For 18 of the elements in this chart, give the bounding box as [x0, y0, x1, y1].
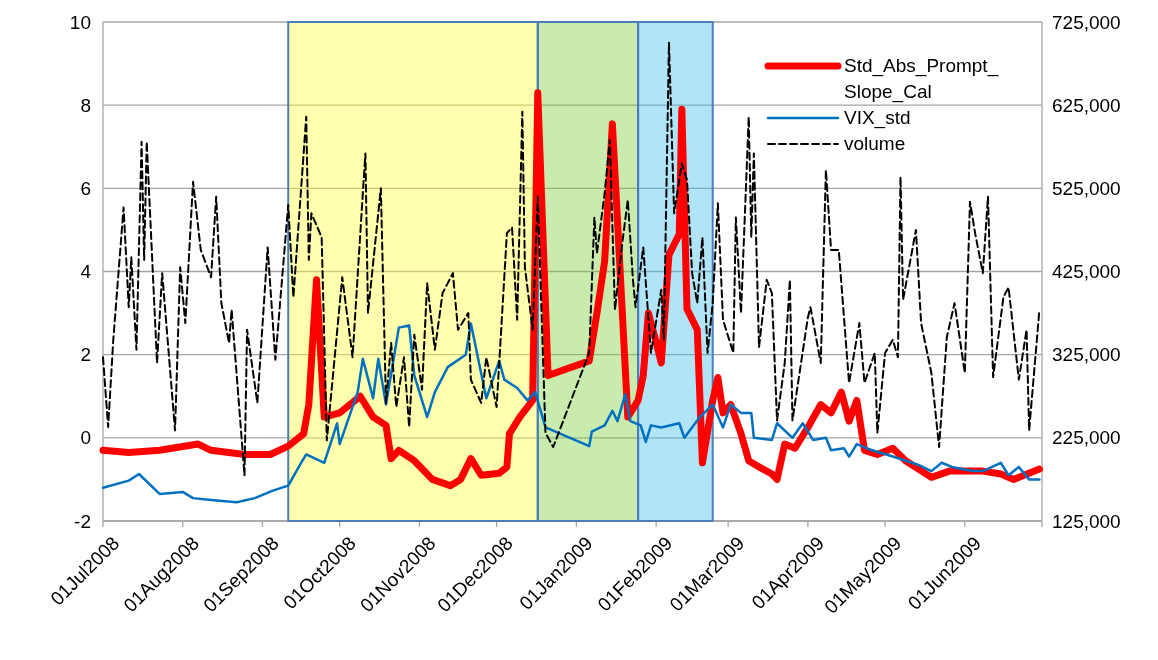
legend-label: volume: [844, 133, 906, 154]
y-tick-label: 8: [80, 94, 91, 116]
y-tick-label: 6: [80, 177, 91, 199]
legend-label: Std_Abs_Prompt_Slope_Cal: [844, 55, 999, 103]
y-tick-label: 10: [69, 11, 91, 33]
y2-tick-label: 225,000: [1052, 427, 1121, 449]
y-tick-label: 4: [80, 261, 92, 283]
y-tick-label: -2: [74, 510, 91, 532]
y2-tick-label: 625,000: [1052, 94, 1121, 116]
line-series: [101, 322, 1041, 504]
y2-tick-label: 125,000: [1052, 510, 1121, 532]
y2-tick-label: 725,000: [1052, 11, 1121, 33]
y-tick-label: 0: [80, 427, 91, 449]
y2-tick-label: 525,000: [1052, 177, 1121, 199]
y-tick-label: 2: [80, 344, 91, 366]
y2-tick-label: 325,000: [1052, 344, 1121, 366]
y2-tick-label: 425,000: [1052, 261, 1121, 283]
legend-label: VIX_std: [844, 107, 911, 129]
